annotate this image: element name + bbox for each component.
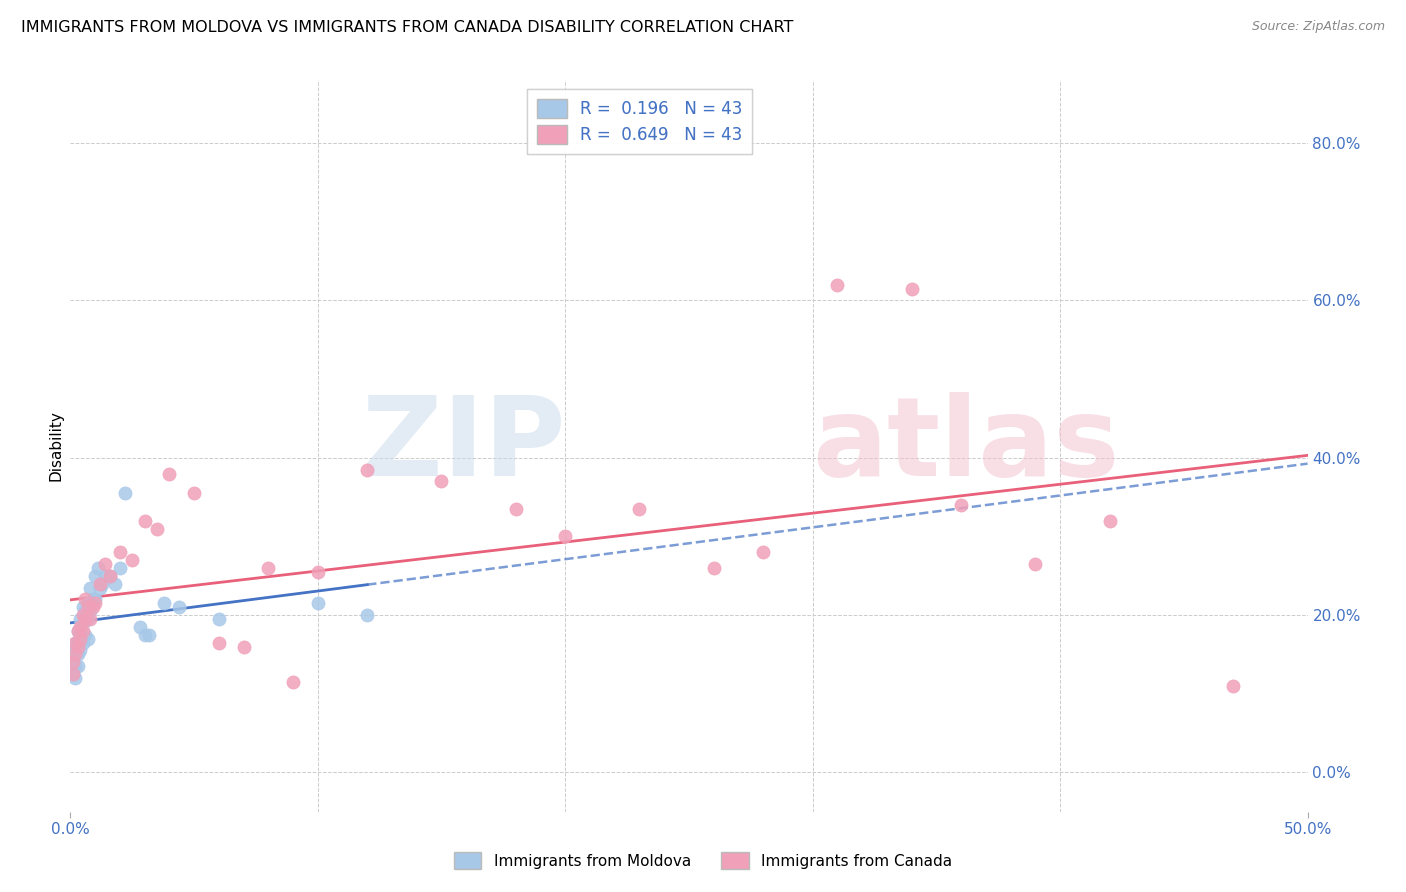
Point bbox=[79, 604, 101, 618]
Point bbox=[208, 612, 231, 626]
Text: atlas: atlas bbox=[813, 392, 1121, 500]
Point bbox=[82, 600, 104, 615]
Point bbox=[65, 635, 87, 649]
Point bbox=[91, 576, 114, 591]
Point bbox=[65, 671, 87, 685]
Point bbox=[128, 620, 150, 634]
Point bbox=[134, 628, 156, 642]
Point bbox=[554, 529, 576, 543]
Point bbox=[114, 486, 136, 500]
Point bbox=[208, 635, 231, 649]
Point bbox=[752, 545, 775, 559]
Point bbox=[75, 604, 97, 618]
Point bbox=[66, 624, 89, 638]
Point bbox=[1098, 514, 1121, 528]
Point bbox=[72, 624, 94, 638]
Legend: Immigrants from Moldova, Immigrants from Canada: Immigrants from Moldova, Immigrants from… bbox=[447, 846, 959, 875]
Point bbox=[356, 608, 378, 623]
Point bbox=[84, 568, 107, 582]
Point bbox=[134, 514, 156, 528]
Point bbox=[108, 545, 131, 559]
Point bbox=[62, 655, 84, 669]
Point bbox=[72, 615, 94, 630]
Point bbox=[950, 498, 973, 512]
Point bbox=[76, 600, 98, 615]
Point bbox=[98, 568, 121, 582]
Text: IMMIGRANTS FROM MOLDOVA VS IMMIGRANTS FROM CANADA DISABILITY CORRELATION CHART: IMMIGRANTS FROM MOLDOVA VS IMMIGRANTS FR… bbox=[21, 20, 793, 35]
Point bbox=[66, 635, 89, 649]
Point bbox=[62, 643, 84, 657]
Point bbox=[76, 632, 98, 646]
Point bbox=[65, 648, 87, 662]
Point bbox=[62, 655, 84, 669]
Point bbox=[84, 596, 107, 610]
Point bbox=[89, 576, 111, 591]
Point bbox=[183, 486, 205, 500]
Point bbox=[900, 282, 922, 296]
Point bbox=[167, 600, 190, 615]
Point bbox=[146, 522, 169, 536]
Point bbox=[138, 628, 160, 642]
Point bbox=[62, 667, 84, 681]
Point bbox=[79, 581, 101, 595]
Point bbox=[86, 561, 108, 575]
Point bbox=[84, 592, 107, 607]
Point bbox=[108, 561, 131, 575]
Point bbox=[69, 643, 91, 657]
Point bbox=[69, 612, 91, 626]
Point bbox=[66, 659, 89, 673]
Point bbox=[1024, 557, 1046, 571]
Point bbox=[94, 557, 117, 571]
Point bbox=[104, 576, 127, 591]
Point bbox=[66, 648, 89, 662]
Point bbox=[430, 475, 453, 489]
Legend: R =  0.196   N = 43, R =  0.649   N = 43: R = 0.196 N = 43, R = 0.649 N = 43 bbox=[527, 88, 752, 153]
Point bbox=[76, 612, 98, 626]
Point bbox=[79, 612, 101, 626]
Point bbox=[703, 561, 725, 575]
Point bbox=[66, 640, 89, 654]
Point bbox=[75, 628, 97, 642]
Point bbox=[153, 596, 176, 610]
Point bbox=[281, 675, 304, 690]
Point bbox=[89, 581, 111, 595]
Point bbox=[94, 568, 117, 582]
Point bbox=[1222, 679, 1244, 693]
Point bbox=[76, 596, 98, 610]
Point bbox=[257, 561, 280, 575]
Text: Source: ZipAtlas.com: Source: ZipAtlas.com bbox=[1251, 20, 1385, 33]
Point bbox=[356, 462, 378, 476]
Point bbox=[69, 632, 91, 646]
Point bbox=[65, 648, 87, 662]
Point bbox=[72, 635, 94, 649]
Point bbox=[75, 612, 97, 626]
Point bbox=[307, 565, 329, 579]
Point bbox=[72, 608, 94, 623]
Point bbox=[65, 659, 87, 673]
Point bbox=[98, 568, 121, 582]
Point bbox=[157, 467, 180, 481]
Point bbox=[75, 592, 97, 607]
Point bbox=[69, 628, 91, 642]
Text: ZIP: ZIP bbox=[361, 392, 565, 500]
Point bbox=[82, 592, 104, 607]
Point bbox=[65, 635, 87, 649]
Point bbox=[72, 600, 94, 615]
Point bbox=[62, 667, 84, 681]
Y-axis label: Disability: Disability bbox=[48, 410, 63, 482]
Point bbox=[121, 553, 143, 567]
Point bbox=[69, 620, 91, 634]
Point bbox=[232, 640, 254, 654]
Point bbox=[66, 624, 89, 638]
Point bbox=[307, 596, 329, 610]
Point bbox=[628, 502, 651, 516]
Point bbox=[505, 502, 527, 516]
Point bbox=[827, 277, 849, 292]
